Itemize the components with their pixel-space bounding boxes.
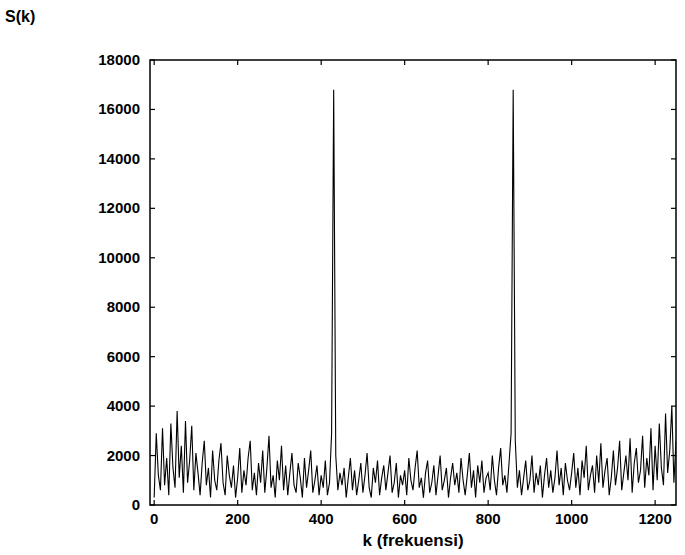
x-tick-label: 400 xyxy=(309,510,334,527)
y-tick xyxy=(150,109,155,110)
x-tick xyxy=(571,500,572,505)
y-tick xyxy=(150,158,155,159)
chart: 0200040006000800010000120001400016000180… xyxy=(0,0,685,555)
y-tick-right xyxy=(671,307,676,308)
y-tick-right xyxy=(671,455,676,456)
x-tick xyxy=(321,500,322,505)
y-tick-label: 0 xyxy=(132,496,140,513)
y-tick-label: 12000 xyxy=(98,199,140,216)
y-tick-label: 4000 xyxy=(107,397,140,414)
y-tick-right xyxy=(671,158,676,159)
y-tick-right xyxy=(671,257,676,258)
y-tick-label: 18000 xyxy=(98,51,140,68)
x-tick xyxy=(655,500,656,505)
x-tick-label: 1000 xyxy=(555,510,588,527)
x-tick-label: 1200 xyxy=(638,510,671,527)
y-tick-right xyxy=(671,109,676,110)
y-tick-label: 8000 xyxy=(107,298,140,315)
plot-area xyxy=(154,90,676,498)
y-axis-title: S(k) xyxy=(5,8,35,25)
y-tick-label: 6000 xyxy=(107,348,140,365)
y-tick-right xyxy=(671,504,676,505)
x-tick-label: 200 xyxy=(225,510,250,527)
x-tick-top xyxy=(488,60,489,65)
y-tick xyxy=(150,208,155,209)
y-tick-right xyxy=(671,59,676,60)
x-tick xyxy=(488,500,489,505)
y-tick-right xyxy=(671,356,676,357)
y-tick xyxy=(150,356,155,357)
y-tick xyxy=(150,455,155,456)
y-tick-label: 2000 xyxy=(107,447,140,464)
y-tick-label: 10000 xyxy=(98,249,140,266)
x-tick xyxy=(404,500,405,505)
y-tick xyxy=(150,406,155,407)
x-tick-top xyxy=(571,60,572,65)
plot-frame xyxy=(150,60,676,505)
x-axis-title: k (frekuensi) xyxy=(362,531,463,550)
y-tick-label: 14000 xyxy=(98,150,140,167)
x-tick-top xyxy=(321,60,322,65)
x-tick xyxy=(154,500,155,505)
x-tick-label: 600 xyxy=(392,510,417,527)
x-tick-top xyxy=(404,60,405,65)
y-tick-right xyxy=(671,208,676,209)
y-tick-label: 16000 xyxy=(98,100,140,117)
x-tick-top xyxy=(655,60,656,65)
y-tick xyxy=(150,307,155,308)
y-tick-right xyxy=(671,406,676,407)
x-tick-top xyxy=(237,60,238,65)
y-tick xyxy=(150,257,155,258)
spectrum-line xyxy=(154,90,676,498)
x-tick xyxy=(237,500,238,505)
x-tick-label: 800 xyxy=(476,510,501,527)
x-tick-top xyxy=(154,60,155,65)
x-tick-label: 0 xyxy=(150,510,158,527)
